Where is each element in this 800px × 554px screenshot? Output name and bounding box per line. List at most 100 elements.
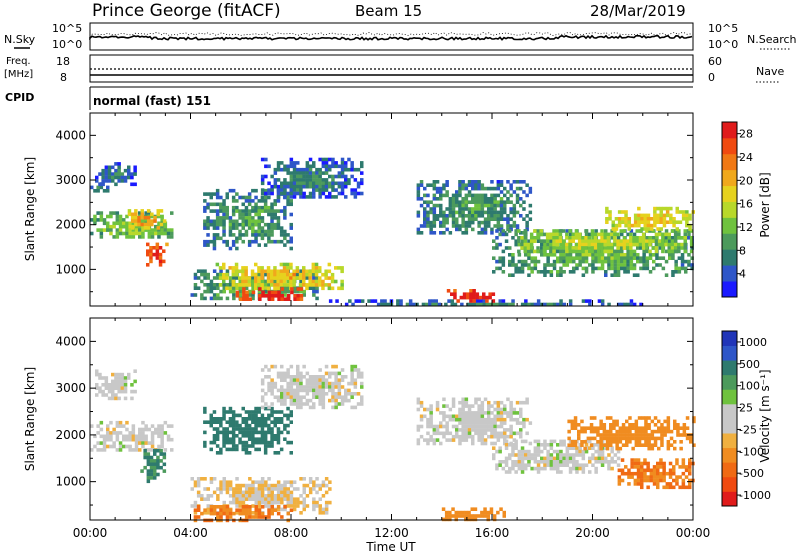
power-cell: [483, 227, 488, 232]
power-cell: [529, 246, 534, 250]
velocity-cell: [324, 371, 329, 376]
velocity-cell: [337, 381, 342, 386]
power-cell: [480, 207, 485, 211]
power-cell: [623, 253, 627, 257]
velocity-cell: [254, 417, 258, 421]
power-cell: [428, 299, 432, 303]
power-cell: [154, 231, 158, 236]
power-cell: [133, 172, 137, 176]
velocity-cell: [527, 449, 531, 454]
velocity-cell: [464, 414, 469, 419]
power-cell: [688, 217, 692, 221]
velocity-cell: [474, 428, 478, 432]
power-cell: [353, 195, 358, 199]
power-cell: [270, 212, 274, 217]
power-cell: [469, 289, 473, 293]
power-cell: [209, 279, 214, 284]
velocity-cell: [267, 508, 271, 512]
velocity-cell: [241, 508, 246, 512]
velocity-cell: [429, 421, 433, 425]
power-cell: [621, 210, 625, 214]
velocity-cell: [419, 404, 424, 408]
power-cell: [324, 276, 328, 280]
velocity-cell: [222, 508, 226, 512]
power-cell: [559, 259, 563, 264]
velocity-cell: [203, 477, 207, 481]
velocity-cell: [610, 466, 614, 471]
power-cell: [654, 232, 659, 237]
velocity-cell: [678, 465, 682, 469]
power-cell: [613, 229, 617, 233]
velocity-cell: [649, 475, 654, 479]
power-cell: [244, 283, 248, 287]
power-cell: [315, 167, 319, 172]
velocity-cell: [299, 378, 303, 382]
power-cell: [93, 189, 97, 193]
power-cell: [257, 205, 261, 210]
power-cell: [225, 243, 229, 247]
velocity-cell: [235, 504, 239, 508]
velocity-cell: [212, 505, 217, 509]
power-cell: [99, 231, 104, 236]
velocity-cell: [360, 402, 364, 406]
velocity-cell: [267, 430, 271, 435]
velocity-cell: [289, 375, 294, 379]
power-cell: [659, 206, 663, 211]
power-cell: [490, 197, 494, 201]
velocity-cell: [200, 497, 204, 501]
power-cell: [244, 229, 249, 234]
velocity-cell: [461, 417, 465, 422]
power-cell: [283, 195, 287, 199]
power-cell: [254, 229, 258, 234]
power-cell: [423, 193, 427, 198]
velocity-cell: [251, 504, 255, 508]
velocity-cell: [483, 397, 488, 402]
velocity-cell: [477, 407, 481, 412]
velocity-cell: [673, 423, 677, 427]
power-cell: [318, 167, 322, 172]
power-cell: [565, 253, 570, 257]
velocity-cell: [130, 383, 134, 387]
velocity-cell: [260, 483, 265, 488]
velocity-cell: [634, 433, 639, 437]
power-cell: [238, 279, 242, 284]
power-cell: [480, 220, 485, 225]
power-cell: [503, 186, 507, 191]
power-cell: [480, 210, 485, 215]
velocity-cell: [153, 462, 157, 467]
velocity-cell: [101, 389, 105, 394]
power-cell: [646, 213, 651, 218]
velocity-cell: [439, 441, 443, 446]
power-cell: [467, 210, 472, 215]
power-cell: [620, 263, 624, 267]
power-cell: [263, 188, 268, 193]
velocity-cell: [416, 438, 421, 442]
power-cell: [196, 276, 201, 280]
power-cell: [613, 253, 618, 257]
power-cell: [318, 181, 322, 186]
power-cell: [522, 200, 526, 204]
power-echo-region: [146, 242, 169, 267]
velocity-cell: [315, 392, 319, 396]
power-cell: [416, 183, 421, 187]
power-cell: [123, 168, 128, 173]
velocity-cell: [162, 462, 167, 467]
velocity-cell: [212, 434, 217, 438]
power-cell: [662, 220, 667, 224]
power-cell: [238, 283, 242, 287]
power-cell: [280, 297, 284, 301]
velocity-cell: [305, 483, 310, 488]
power-cell: [270, 233, 274, 237]
velocity-cell: [216, 515, 220, 519]
velocity-cell: [273, 417, 277, 421]
velocity-cell: [203, 444, 207, 448]
velocity-cell: [448, 417, 453, 422]
velocity-cell: [627, 475, 631, 479]
velocity-cell: [228, 511, 233, 516]
velocity-cell: [315, 381, 319, 386]
velocity-cell: [649, 468, 654, 473]
power-cell: [260, 219, 265, 224]
power-cell: [627, 227, 631, 231]
power-cell: [524, 263, 528, 267]
cpid-value: normal (fast) 151: [93, 94, 211, 108]
